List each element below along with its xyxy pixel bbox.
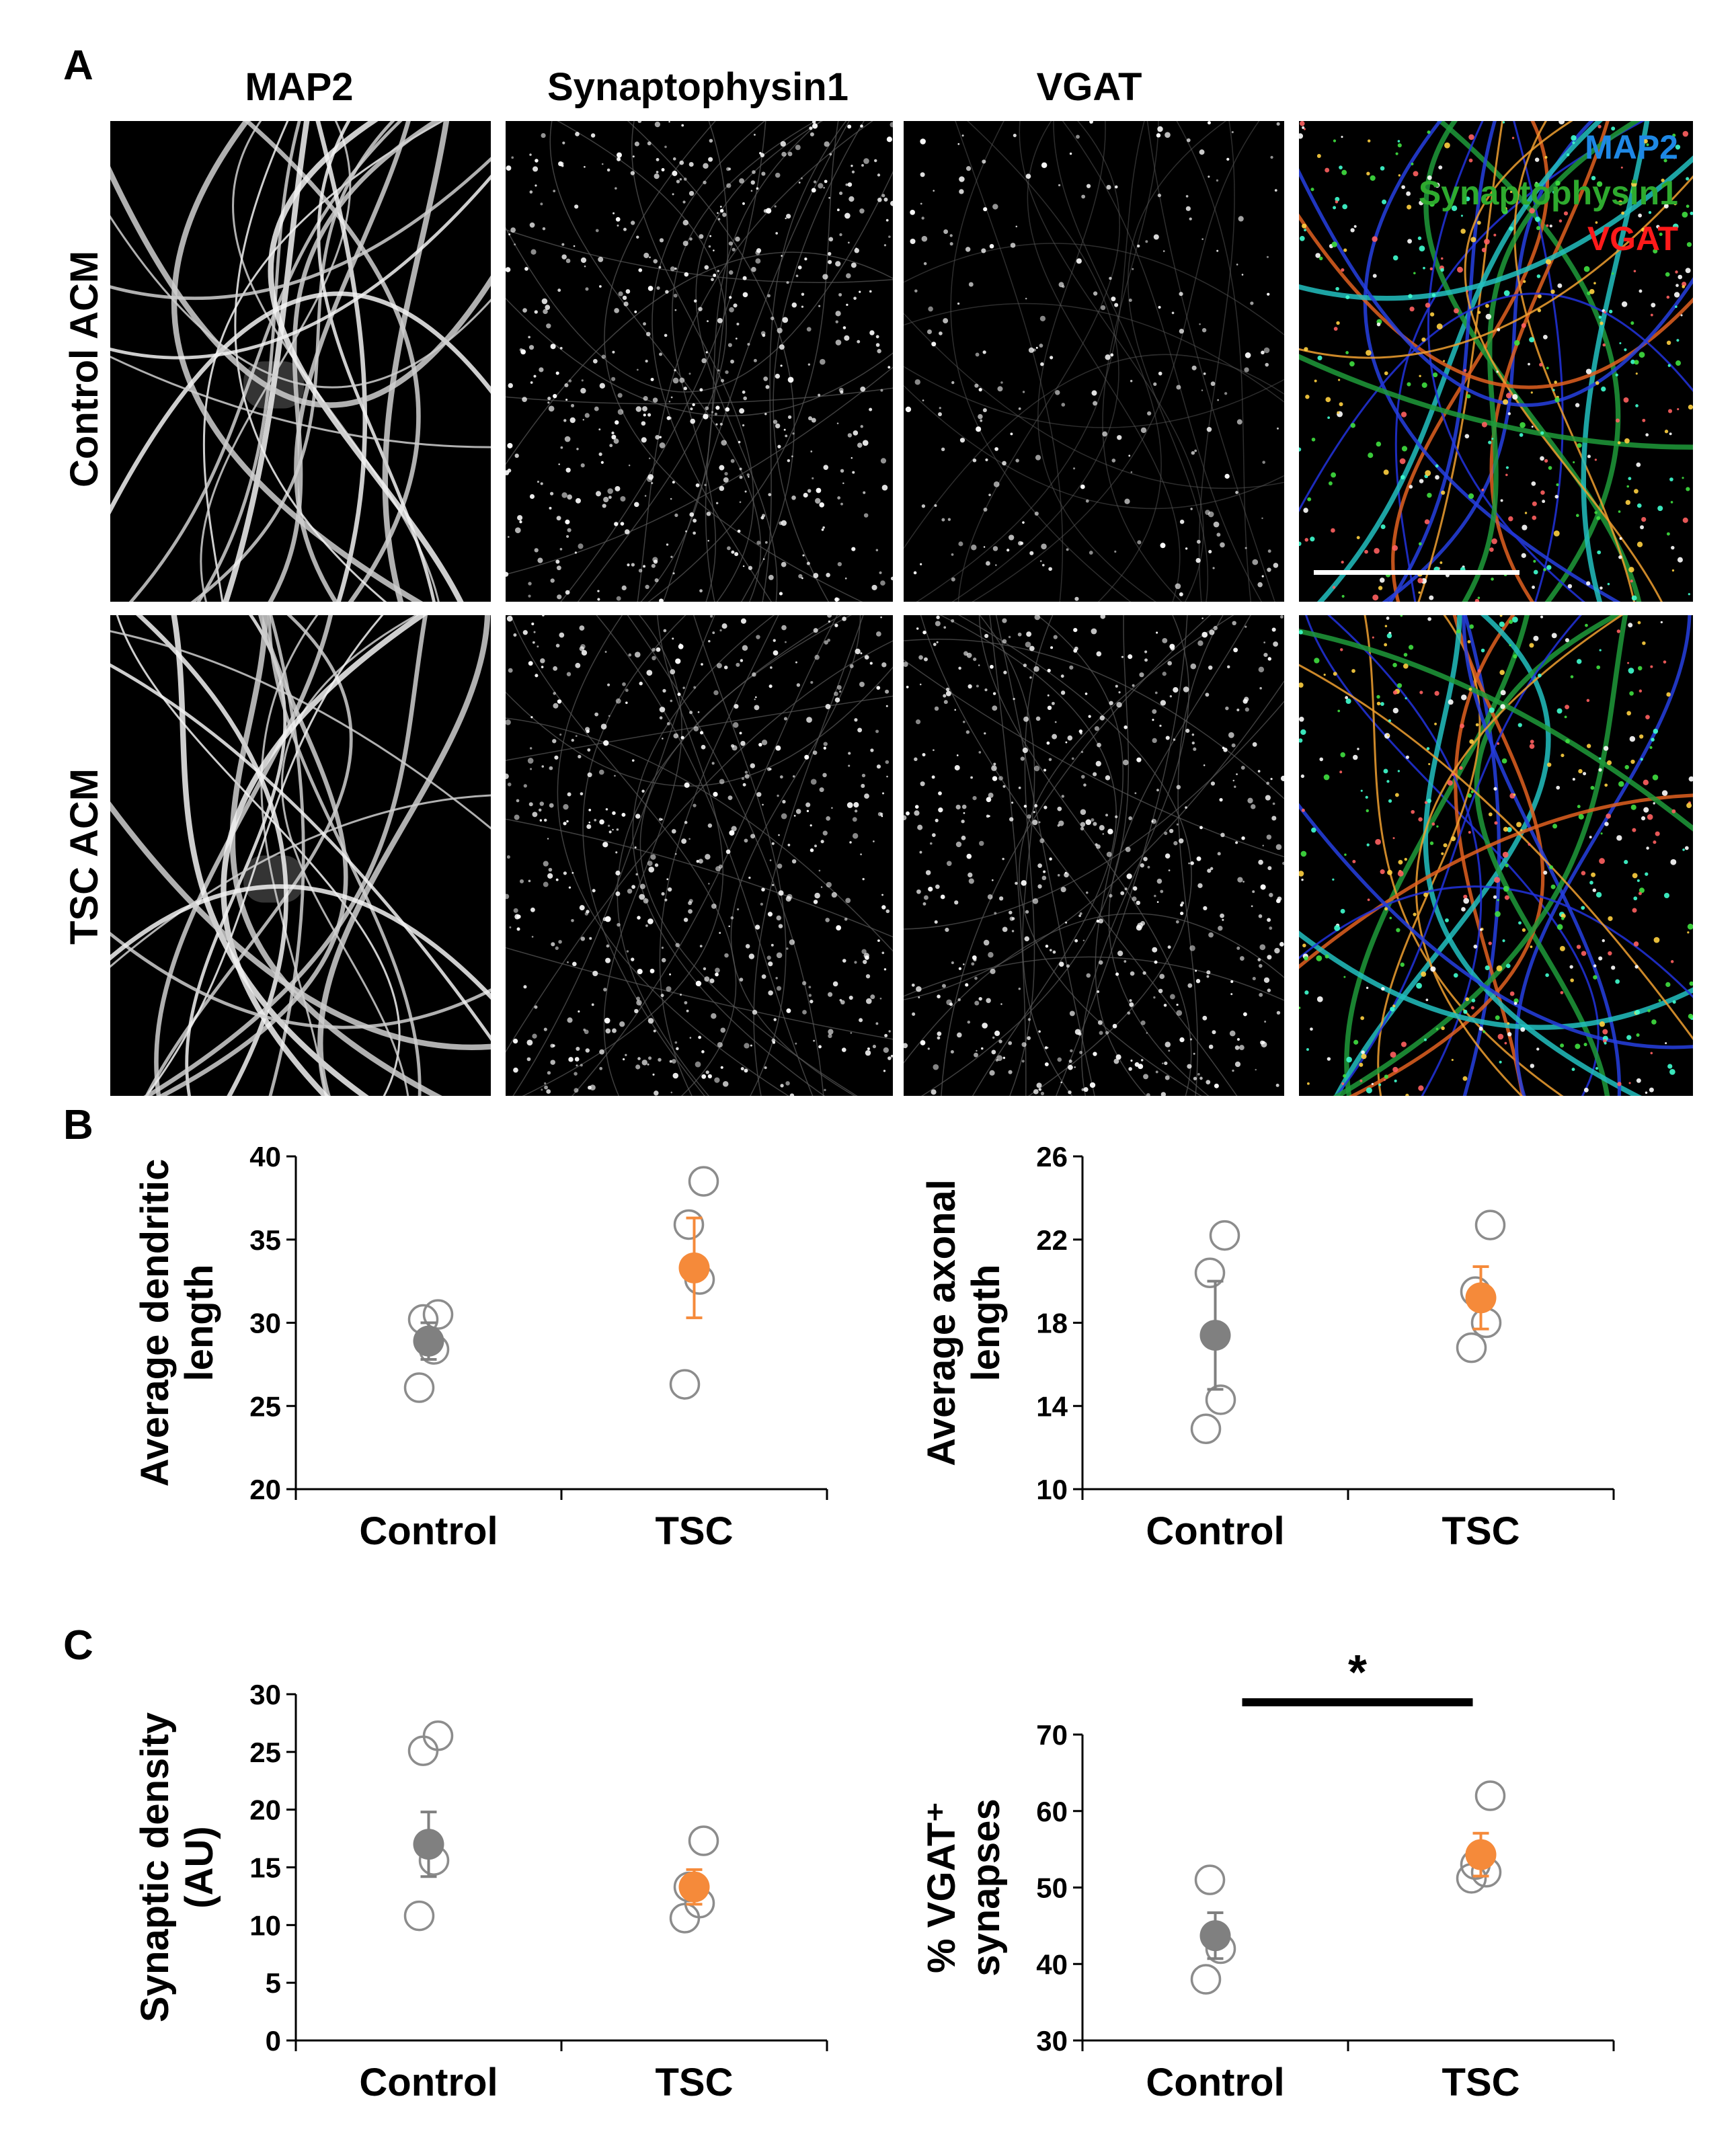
chart-synaptic-density: 0 5 10 15 20 25 30 Control TSC Synaptic density (A… [114,1667,854,2125]
significance-star: * [1348,1646,1367,1700]
y-tick-label: 20 [249,1474,281,1505]
data-point [688,1166,719,1197]
panel-label-b: B [63,1102,93,1148]
x-category-label: Control [1146,2061,1284,2104]
data-point [407,1735,439,1766]
micrograph-tsc-map2 [110,615,491,1096]
y-tick-label: 25 [249,1737,281,1768]
micrograph-control-map2 [110,121,491,602]
data-point [1456,1332,1487,1363]
x-category-label: TSC [656,1509,734,1553]
data-point [1474,1209,1506,1240]
mean-marker [1199,1920,1231,1952]
mean-marker [678,1252,710,1283]
y-tick-label: 0 [266,2025,281,2057]
y-axis-label: synapses [964,1798,1008,1976]
data-point [1190,1413,1222,1445]
y-tick-label: 26 [1036,1141,1068,1173]
x-category-label: Control [1146,1509,1284,1553]
micrograph-tsc-synaptophysin1 [506,615,893,1096]
x-category-label: TSC [656,2061,734,2104]
data-point [403,1900,435,1932]
y-tick-label: 22 [1036,1224,1068,1256]
chart-dendritic-length: 20 25 30 35 40 Control TSC Average dendritic len… [114,1129,854,1573]
data-point [1205,1384,1236,1415]
x-category-label: Control [359,1509,498,1553]
row-title-tsc-acm: TSC ACM [63,768,106,945]
merge-legend-map2: MAP2 [1585,128,1678,166]
y-tick-label: 40 [249,1141,281,1173]
mean-marker [1465,1839,1497,1870]
x-category-label: TSC [1442,1509,1520,1553]
data-point [422,1299,454,1330]
y-tick-label: 14 [1036,1390,1068,1422]
data-point [1209,1220,1240,1251]
mean-marker [678,1871,710,1903]
micrograph-tsc-merge [1299,615,1693,1096]
mean-marker [1199,1320,1231,1351]
merge-legend-synaptophysin1: Synaptophysin1 [1418,174,1678,212]
y-tick-label: 10 [249,1909,281,1941]
micrograph-control-vgat [904,121,1284,602]
merge-legend-vgat: VGAT [1587,220,1678,257]
panel-label-c: C [63,1622,93,1669]
y-tick-label: 20 [249,1794,281,1826]
data-point [669,1903,701,1934]
y-tick-label: 50 [1036,1872,1068,1904]
y-tick-label: 18 [1036,1308,1068,1339]
data-point [673,1209,705,1240]
micrograph-tsc-vgat [904,615,1284,1096]
y-tick-label: 70 [1036,1719,1068,1751]
data-point [422,1720,454,1751]
chart-vgat-synapses: 30 40 50 60 70 Control TSC % VGAT⁺ synapses * [901,1646,1641,2125]
y-axis-label: length [964,1265,1008,1382]
mean-marker [1465,1282,1497,1314]
y-tick-label: 30 [1036,2025,1068,2057]
y-axis-label: Synaptic density [133,1712,177,2022]
chart-axonal-length: 10 14 18 22 26 Control TSC Average axonal length [901,1129,1641,1573]
y-tick-label: 10 [1036,1474,1068,1505]
y-tick-label: 25 [249,1390,281,1422]
data-point [1470,1307,1502,1339]
scale-bar [1314,570,1520,575]
y-tick-label: 15 [249,1852,281,1884]
data-point [1190,1964,1222,1995]
micrograph-control-synaptophysin1 [506,121,893,602]
y-tick-label: 60 [1036,1796,1068,1827]
panel-label-a: A [63,42,93,89]
y-tick-label: 30 [249,1679,281,1710]
column-title-map2: MAP2 [245,65,354,109]
data-point [1194,1257,1226,1288]
y-axis-label: (AU) [177,1826,221,1908]
row-title-control-acm: Control ACM [63,250,106,487]
y-tick-label: 5 [266,1967,281,1999]
mean-marker [413,1829,444,1860]
mean-marker [413,1325,444,1357]
micrograph-control-merge: MAP2 Synaptophysin1 VGAT [1299,121,1693,602]
column-title-synaptophysin1: Synaptophysin1 [547,65,849,109]
data-point [1194,1864,1226,1895]
x-category-label: Control [359,2061,498,2104]
data-point [688,1825,719,1856]
data-point [669,1369,701,1400]
y-axis-label: length [177,1265,221,1382]
y-axis-label: Average dendritic [133,1159,177,1487]
x-category-label: TSC [1442,2061,1520,2104]
y-tick-label: 40 [1036,1948,1068,1980]
data-point [1474,1780,1506,1811]
data-point [403,1372,435,1403]
y-axis-label: % VGAT⁺ [920,1802,963,1973]
column-title-vgat: VGAT [1036,65,1142,109]
y-tick-label: 35 [249,1224,281,1256]
y-axis-label: Average axonal [920,1179,963,1466]
y-tick-label: 30 [249,1308,281,1339]
